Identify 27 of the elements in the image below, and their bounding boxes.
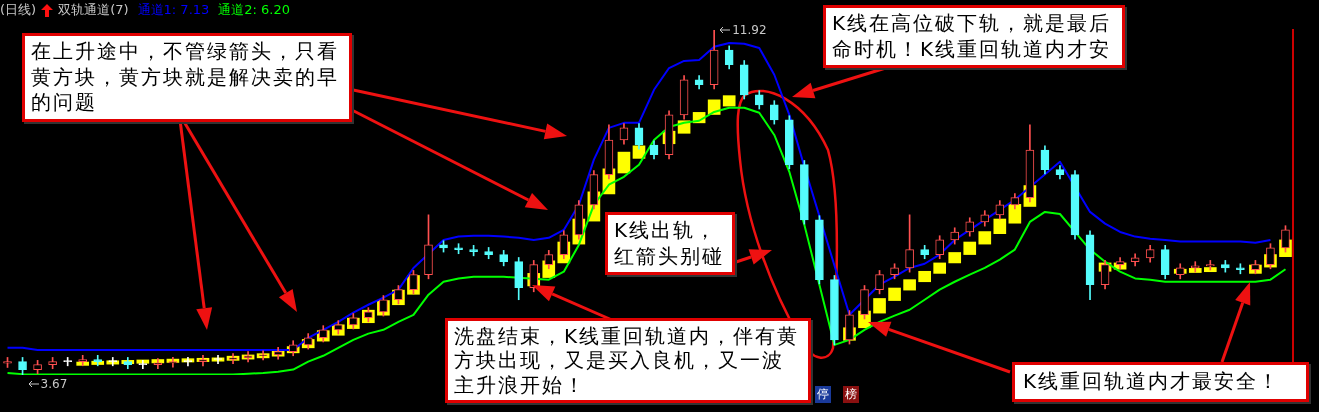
text: 通道2: 6.20 xyxy=(218,1,291,19)
annotation: K线出轨，红箭头别碰 xyxy=(605,212,735,276)
bar xyxy=(963,241,977,255)
bar xyxy=(617,151,631,174)
bar xyxy=(873,298,886,314)
text: 通道1: 7.13 xyxy=(137,1,210,19)
candlestick xyxy=(228,353,238,365)
bar xyxy=(903,279,916,291)
bar xyxy=(918,270,931,283)
chart-subtitle: (日线) xyxy=(0,1,37,19)
bar xyxy=(888,287,901,301)
candlestick xyxy=(258,350,268,361)
bar xyxy=(978,231,992,245)
annotation: K线重回轨道内才最安全！ xyxy=(1012,362,1310,402)
bar xyxy=(933,262,947,274)
chart-title: 双轨通道(7) xyxy=(58,1,129,19)
bar xyxy=(722,95,736,107)
annotation: K线在高位破下轨，就是最后命时机！K线重回轨道内才安 xyxy=(823,5,1125,69)
annotation: 在上升途中，不管绿箭头，只看黄方块，黄方块就是解决卖的早的问题 xyxy=(22,33,352,122)
candlestick xyxy=(1205,260,1215,271)
annotation: 洗盘结束，K线重回轨道内，伴有黄方块出现，又是买入良机，又一波主升浪开始！ xyxy=(445,318,811,404)
candlestick xyxy=(168,357,178,368)
text: 停 xyxy=(815,386,831,403)
text: 榜 xyxy=(843,386,859,403)
annotation: 11.92 xyxy=(732,23,767,37)
bar xyxy=(948,252,962,264)
text: 3.67 xyxy=(40,377,68,391)
